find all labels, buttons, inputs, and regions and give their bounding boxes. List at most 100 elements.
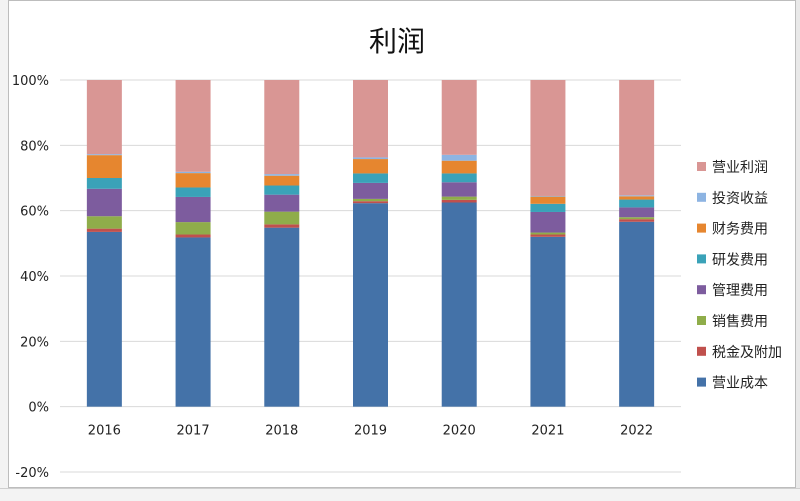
legend-swatch (697, 223, 706, 233)
bar-segment[interactable] (175, 234, 211, 238)
bar-segment[interactable] (441, 154, 477, 161)
chart-panel[interactable]: 利润 -20% 0% 20% 40% 60% 80% 100% 2016 2017 2018 20… (8, 0, 796, 488)
x-tick-label: 2016 (88, 424, 121, 439)
x-tick-label: 2020 (443, 424, 476, 439)
bar-segment[interactable] (175, 222, 211, 235)
bar-segment[interactable] (86, 231, 122, 407)
bar-segment[interactable] (441, 80, 477, 155)
bar-segment[interactable] (86, 228, 122, 232)
bar-segment[interactable] (619, 199, 655, 208)
legend-label: 投资收益 (712, 191, 768, 207)
bar-segment[interactable] (530, 203, 566, 212)
legend-swatch (697, 316, 706, 325)
bar-segment[interactable] (619, 196, 655, 200)
legend-swatch (697, 346, 706, 356)
y-axis-ticks: -20% 0% 20% 40% 60% 80% 100% (12, 74, 49, 481)
bar-segment[interactable] (619, 80, 655, 196)
legend-label: 研发费用 (712, 252, 768, 268)
bar-segment[interactable] (530, 236, 566, 407)
bar-segment[interactable] (264, 224, 300, 228)
bar-segment[interactable] (441, 202, 477, 407)
bar-segment[interactable] (441, 173, 477, 183)
bar-segment[interactable] (175, 80, 211, 172)
bar-segment[interactable] (619, 195, 655, 197)
stacked-percent-bar-chart: 利润 -20%0%20%40%60%80%100% 2016 2017 2018 20… (12, 25, 782, 481)
legend-item[interactable]: 管理费用 (697, 283, 768, 299)
x-tick-label: 2022 (620, 424, 653, 439)
y-tick-label: 60% (20, 205, 49, 220)
legend-item[interactable]: 投资收益 (697, 191, 768, 207)
legend-item[interactable]: 营业成本 (697, 376, 768, 392)
bar-segment[interactable] (619, 219, 655, 222)
bar-segment[interactable] (264, 194, 300, 212)
bar-segment[interactable] (264, 185, 300, 195)
legend-label: 税金及附加 (712, 345, 782, 361)
bar-segment[interactable] (86, 188, 122, 217)
bar-segment[interactable] (441, 182, 477, 197)
legend-swatch (697, 162, 706, 171)
bar-segment[interactable] (353, 157, 388, 160)
bars (86, 80, 655, 407)
bar-segment[interactable] (264, 175, 300, 186)
y-tick-label: -20% (15, 466, 49, 481)
bar-segment[interactable] (86, 80, 122, 155)
bar-segment[interactable] (530, 211, 566, 233)
bar-segment[interactable] (353, 173, 388, 183)
y-tick-label: 80% (20, 139, 49, 154)
bar-segment[interactable] (619, 221, 655, 407)
bar-segment[interactable] (353, 198, 388, 202)
bar-segment[interactable] (264, 211, 300, 225)
bar-segment[interactable] (264, 227, 300, 407)
legend-swatch (697, 192, 706, 202)
y-tick-label: 40% (20, 270, 49, 285)
legend-swatch (697, 285, 706, 295)
x-tick-label: 2019 (354, 424, 387, 439)
legend-label: 营业利润 (712, 160, 768, 176)
bar-segment[interactable] (530, 196, 566, 204)
x-tick-label: 2018 (265, 424, 298, 439)
bar-segment[interactable] (530, 232, 566, 235)
x-tick-label: 2017 (177, 424, 210, 439)
bar-segment[interactable] (619, 217, 655, 220)
bar-segment[interactable] (353, 80, 388, 158)
bar-segment[interactable] (86, 178, 122, 189)
bar-segment[interactable] (264, 174, 300, 176)
legend-label: 营业成本 (712, 376, 768, 392)
bar-segment[interactable] (86, 216, 122, 229)
bar-segment[interactable] (530, 234, 566, 237)
legend-item[interactable]: 研发费用 (697, 252, 768, 268)
bar-segment[interactable] (86, 155, 122, 178)
legend-swatch (697, 254, 706, 264)
bar-segment[interactable] (619, 207, 655, 218)
bar-segment[interactable] (353, 201, 388, 204)
bar-segment[interactable] (441, 196, 477, 200)
spreadsheet-bottom-strip (0, 488, 800, 501)
bar-segment[interactable] (353, 182, 388, 199)
bar-segment[interactable] (175, 196, 211, 223)
bar-segment[interactable] (530, 80, 566, 196)
bar-segment[interactable] (441, 199, 477, 203)
legend-label: 销售费用 (712, 314, 768, 330)
legend-label: 管理费用 (712, 283, 768, 299)
bar-segment[interactable] (353, 159, 388, 174)
bar-segment[interactable] (264, 80, 300, 175)
legend-label: 财务费用 (712, 222, 768, 238)
x-axis-ticks: 2016 2017 2018 2019 2020 2021 2022 (88, 424, 653, 439)
bar-segment[interactable] (530, 195, 566, 197)
legend-item[interactable]: 销售费用 (697, 314, 768, 330)
bar-segment[interactable] (175, 187, 211, 197)
y-tick-label: 0% (28, 401, 49, 416)
legend-item[interactable]: 营业利润 (697, 160, 768, 176)
bar-segment[interactable] (86, 154, 122, 156)
bar-segment[interactable] (175, 173, 211, 188)
legend-item[interactable]: 财务费用 (697, 222, 768, 238)
bar-segment[interactable] (175, 237, 211, 407)
legend-item[interactable]: 税金及附加 (697, 345, 782, 361)
legend-swatch (697, 377, 706, 387)
y-tick-label: 20% (20, 335, 49, 350)
bar-segment[interactable] (353, 203, 388, 407)
bar-segment[interactable] (175, 171, 211, 174)
bar-segment[interactable] (441, 160, 477, 174)
x-tick-label: 2021 (531, 424, 564, 439)
